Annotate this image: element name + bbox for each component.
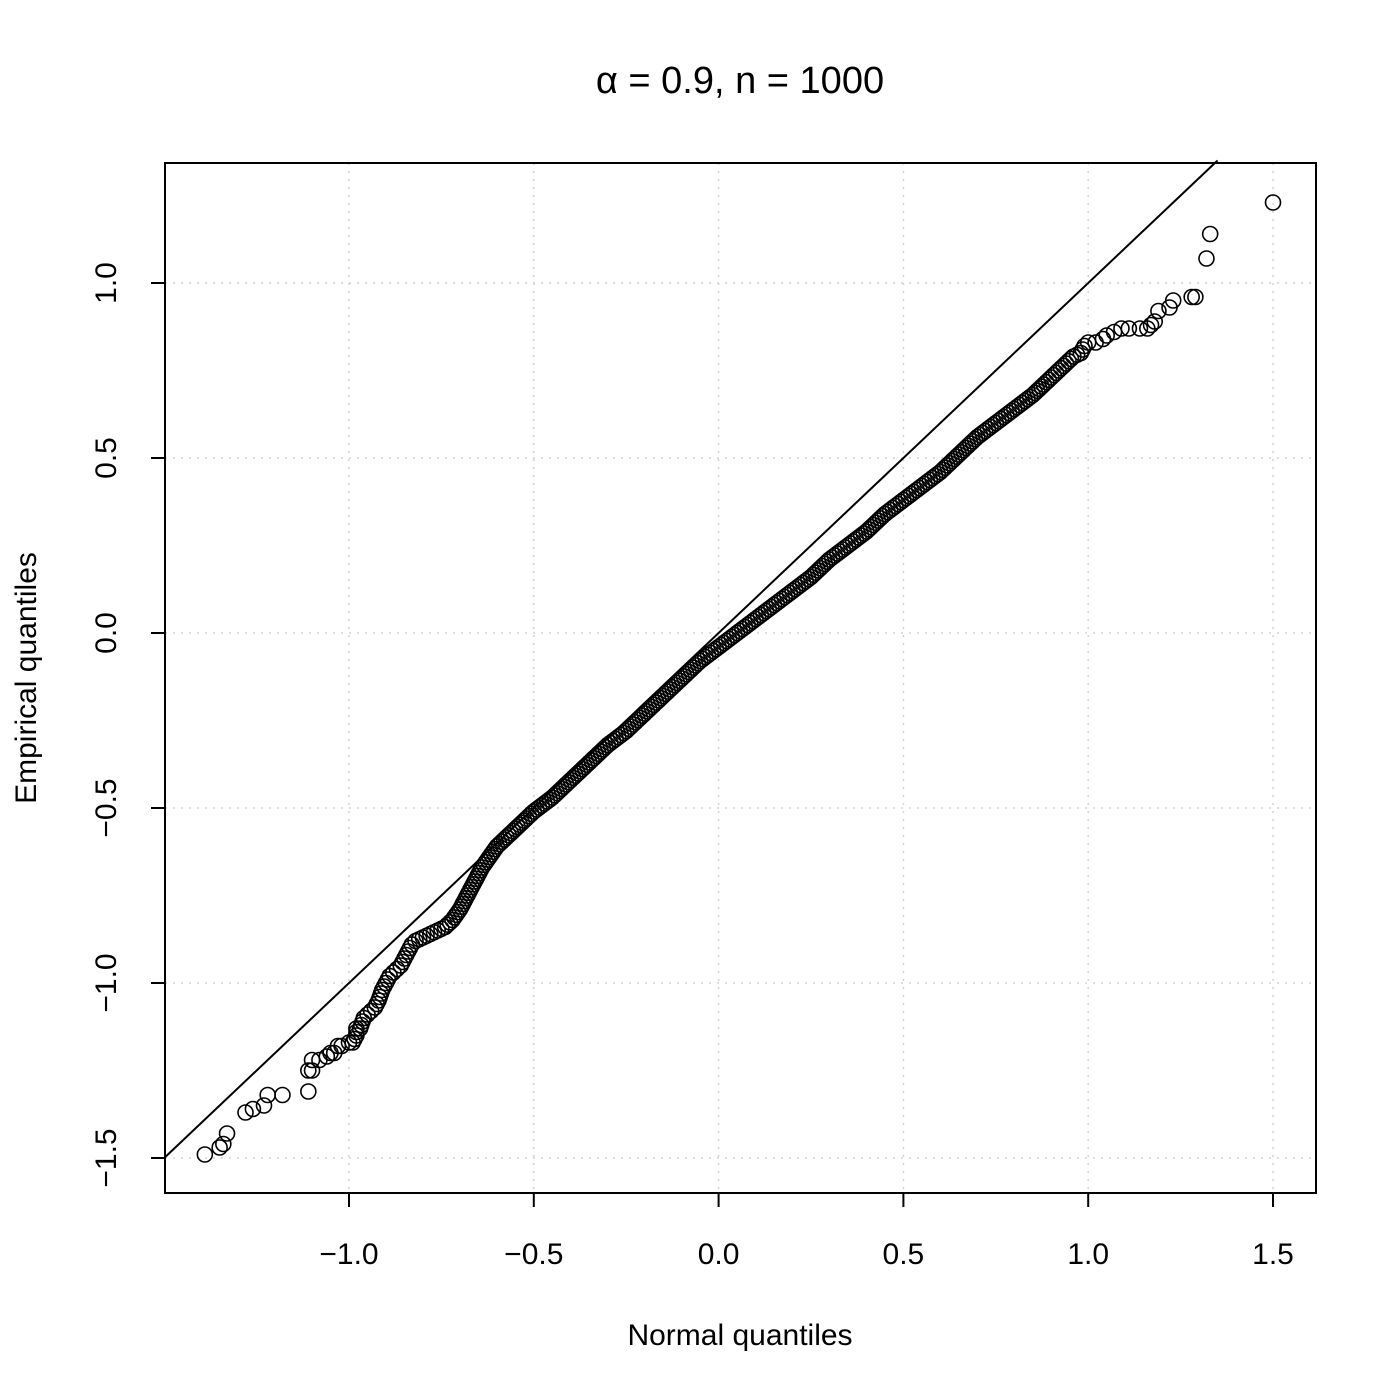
y-tick-label: 1.0 [90, 262, 123, 304]
data-point [1150, 302, 1167, 320]
y-axis: −1.5 −1.0 −0.5 0.0 0.5 1.0 [90, 262, 166, 1188]
x-tick-label: 0.0 [698, 1238, 740, 1271]
data-point [1060, 352, 1077, 370]
y-tick-label: −1.5 [90, 1128, 123, 1187]
data-point [1146, 313, 1164, 330]
data-point [215, 1135, 232, 1153]
data-point [218, 1125, 236, 1142]
x-axis-label: Normal quantiles [627, 1319, 852, 1352]
data-points [196, 194, 1282, 1163]
data-point [1264, 194, 1282, 211]
data-point [1098, 327, 1115, 344]
x-axis: −1.0 −0.5 0.0 0.5 1.0 1.5 [319, 1192, 1294, 1271]
y-tick-label: 0.0 [90, 612, 123, 654]
data-point [211, 1139, 228, 1156]
y-tick-label: −1.0 [90, 953, 123, 1012]
y-tick-label: 0.5 [90, 437, 123, 479]
x-tick-label: 1.5 [1252, 1238, 1294, 1271]
data-point [318, 1048, 336, 1065]
chart-title: α = 0.9, n = 1000 [596, 60, 884, 102]
data-point [1164, 292, 1182, 309]
y-axis-label: Empirical quantiles [10, 552, 43, 804]
data-point [1113, 320, 1130, 337]
data-point [333, 1037, 350, 1055]
data-point [1076, 337, 1093, 355]
data-point [237, 1104, 254, 1121]
data-point [196, 1146, 214, 1163]
data-point [274, 1086, 291, 1104]
data-point [300, 1083, 317, 1100]
x-tick-label: 1.0 [1067, 1238, 1109, 1271]
data-point [1201, 225, 1219, 243]
data-point [1198, 250, 1215, 267]
data-point [1142, 316, 1160, 334]
data-point [300, 1062, 317, 1079]
data-point [255, 1097, 273, 1114]
data-point [346, 1030, 363, 1048]
y-tick-label: −0.5 [90, 778, 123, 837]
data-point [259, 1086, 276, 1104]
x-tick-label: −1.0 [319, 1238, 378, 1271]
data-point [244, 1100, 262, 1118]
data-point [1120, 320, 1138, 337]
data-point [1187, 288, 1204, 306]
data-point [1131, 320, 1149, 337]
x-tick-label: 0.5 [883, 1238, 925, 1271]
data-point [1183, 288, 1200, 306]
x-tick-label: −0.5 [504, 1238, 563, 1271]
